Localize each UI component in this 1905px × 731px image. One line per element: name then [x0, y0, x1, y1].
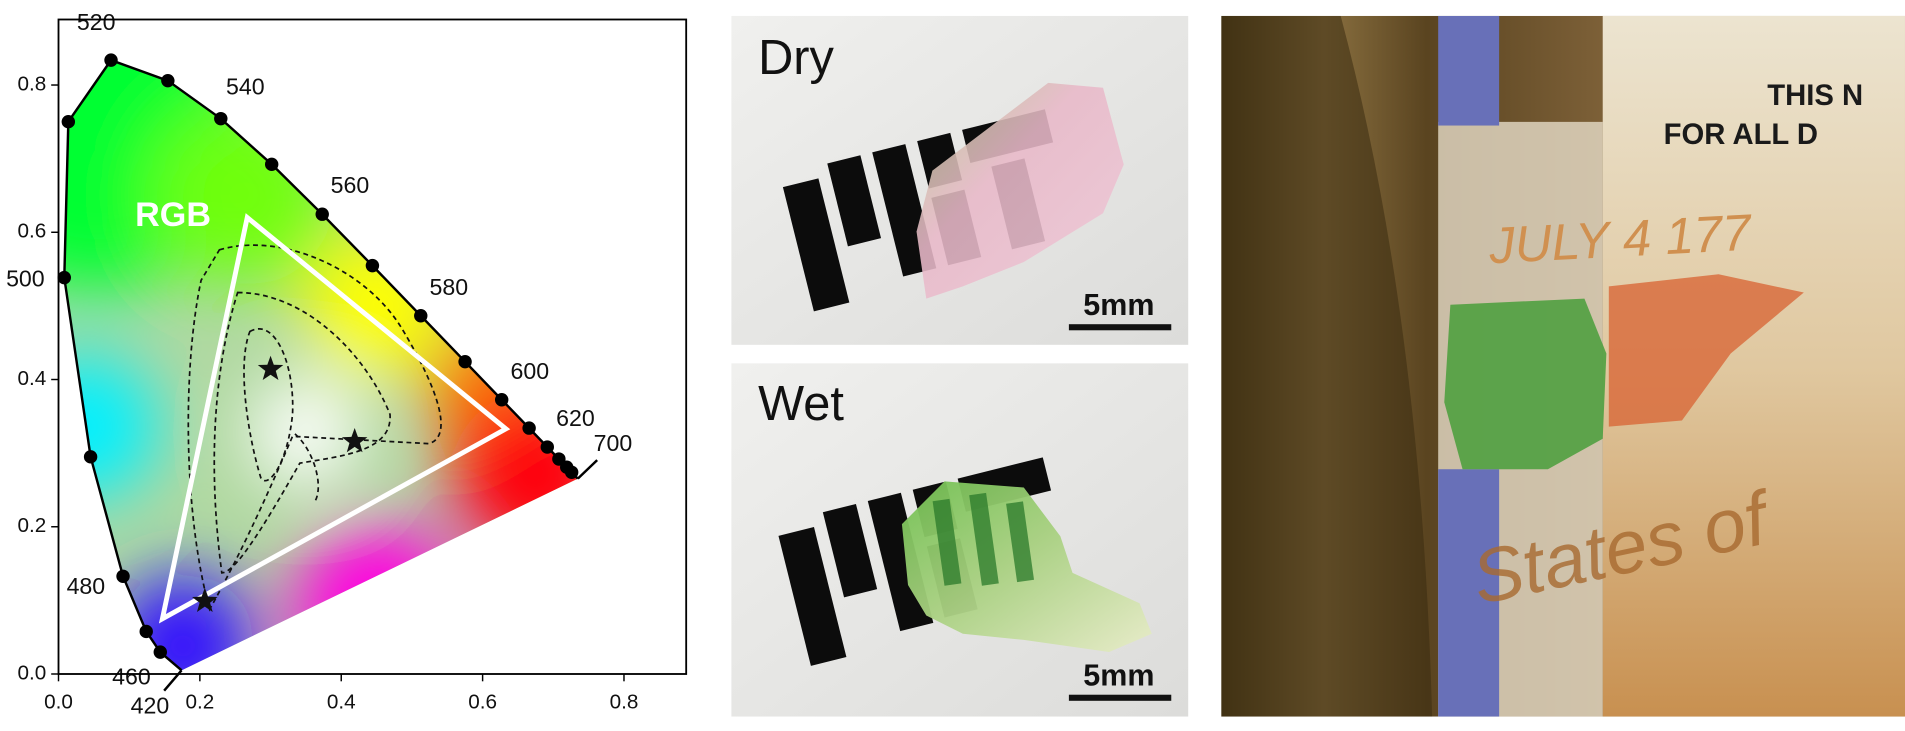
- contour: [243, 328, 294, 482]
- y-tick-label: 0.2: [18, 514, 47, 537]
- y-tick-label: 0.6: [18, 220, 47, 243]
- wavelength-label: 520: [77, 9, 116, 35]
- contours: [187, 244, 442, 612]
- wavelength-dot: [116, 569, 130, 584]
- x-tick-label: 0.8: [610, 691, 639, 714]
- x-tick-label: 0.2: [185, 691, 214, 714]
- wavelength-dot: [61, 114, 76, 129]
- wavelength-tick: [576, 459, 599, 480]
- x-tick-label: 0.4: [327, 691, 356, 714]
- wavelength-label: 700: [594, 430, 633, 456]
- wavelength-label: 560: [331, 172, 370, 198]
- film-red: [1608, 274, 1804, 427]
- wet-photo: Wet 5mm: [731, 363, 1189, 717]
- wavelength-label: 420: [131, 692, 170, 718]
- logo-bar: [782, 178, 850, 312]
- wavelength-dot: [161, 73, 175, 88]
- photo-label: Wet: [758, 377, 844, 431]
- wavelength-label: 540: [226, 73, 265, 99]
- film-stripes: [932, 492, 1035, 586]
- wavelength-dot: [104, 53, 118, 67]
- color-blob: [292, 524, 464, 671]
- color-blob: [304, 231, 451, 378]
- wavelength-dot: [365, 258, 380, 273]
- film-green: [1444, 298, 1607, 470]
- wavelength-dot: [214, 111, 228, 126]
- scale-label: 5mm: [1083, 288, 1154, 322]
- contour: [294, 433, 320, 503]
- x-tick-label: 0.6: [468, 691, 497, 714]
- color-blob: [450, 390, 578, 561]
- logo-bar: [827, 155, 882, 247]
- plot-frame: [57, 18, 688, 675]
- photo-label: Dry: [758, 31, 834, 85]
- wavelength-dot: [57, 270, 72, 285]
- film-stripe: [932, 498, 962, 586]
- color-blob: [109, 572, 256, 671]
- portrait-shade: [1221, 15, 1433, 717]
- film-stripe: [1006, 501, 1035, 583]
- dry-photo: Dry 5mm: [731, 15, 1189, 345]
- wavelength-dot: [315, 207, 329, 221]
- color-blob: [249, 377, 360, 488]
- scale-label: 5mm: [1083, 659, 1154, 693]
- gamut-label: RGB: [135, 196, 211, 234]
- wavelength-dot: [83, 450, 98, 464]
- spectral-locus: [63, 58, 579, 672]
- star-point: [341, 427, 368, 453]
- rgb-triangle: [158, 213, 511, 624]
- wavelength-dot: [153, 645, 167, 659]
- star-point: [192, 587, 218, 612]
- scale-bar: [1068, 324, 1172, 331]
- wavelength-label: 480: [67, 573, 106, 599]
- security-strip: [1438, 15, 1500, 126]
- y-tick-label: 0.4: [18, 367, 47, 390]
- wavelength-dot: [139, 624, 153, 639]
- logo-bar: [822, 503, 878, 598]
- wavelength-dot: [264, 157, 279, 172]
- wavelength-dot: [494, 393, 509, 407]
- wavelength-dot: [522, 421, 536, 435]
- wavelength-label: 600: [510, 358, 549, 384]
- wavelength-label: 580: [430, 274, 469, 300]
- wavelength-label: 620: [556, 405, 595, 431]
- bill-text: JULY 4 177: [1487, 204, 1755, 275]
- wavelength-label: 500: [6, 265, 45, 291]
- film: [916, 82, 1124, 299]
- film-stripe: [969, 492, 999, 586]
- wavelength-dot: [564, 465, 579, 479]
- star-point: [257, 355, 284, 381]
- contour: [187, 244, 442, 612]
- x-tick-label: 0.0: [44, 691, 73, 714]
- logo-bar: [778, 526, 847, 666]
- wavelength-dot: [458, 354, 472, 369]
- y-tick-label: 0.0: [18, 661, 47, 684]
- contour: [213, 291, 391, 574]
- banknote-photo: THIS N FOR ALL D JULY 4 177 States of: [1221, 15, 1905, 717]
- wavelength-dot: [414, 309, 428, 323]
- bill-text: THIS N: [1767, 80, 1863, 112]
- wavelength-label: 460: [112, 663, 151, 689]
- y-tick-label: 0.8: [18, 72, 47, 95]
- scale-bar: [1068, 694, 1172, 701]
- security-strip: [1438, 469, 1500, 717]
- bill-text: FOR ALL D: [1664, 119, 1818, 151]
- wavelength-dot: [540, 440, 554, 454]
